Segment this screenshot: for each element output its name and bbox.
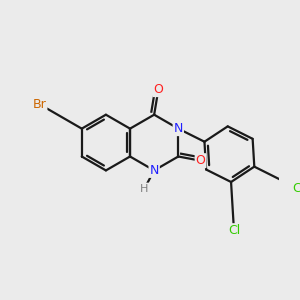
Text: O: O xyxy=(196,154,206,167)
Text: N: N xyxy=(149,164,159,177)
Text: N: N xyxy=(174,122,183,135)
Text: Cl: Cl xyxy=(292,182,300,195)
Text: O: O xyxy=(153,83,163,96)
Text: Cl: Cl xyxy=(228,224,240,237)
Text: H: H xyxy=(140,184,148,194)
Text: Br: Br xyxy=(33,98,46,111)
